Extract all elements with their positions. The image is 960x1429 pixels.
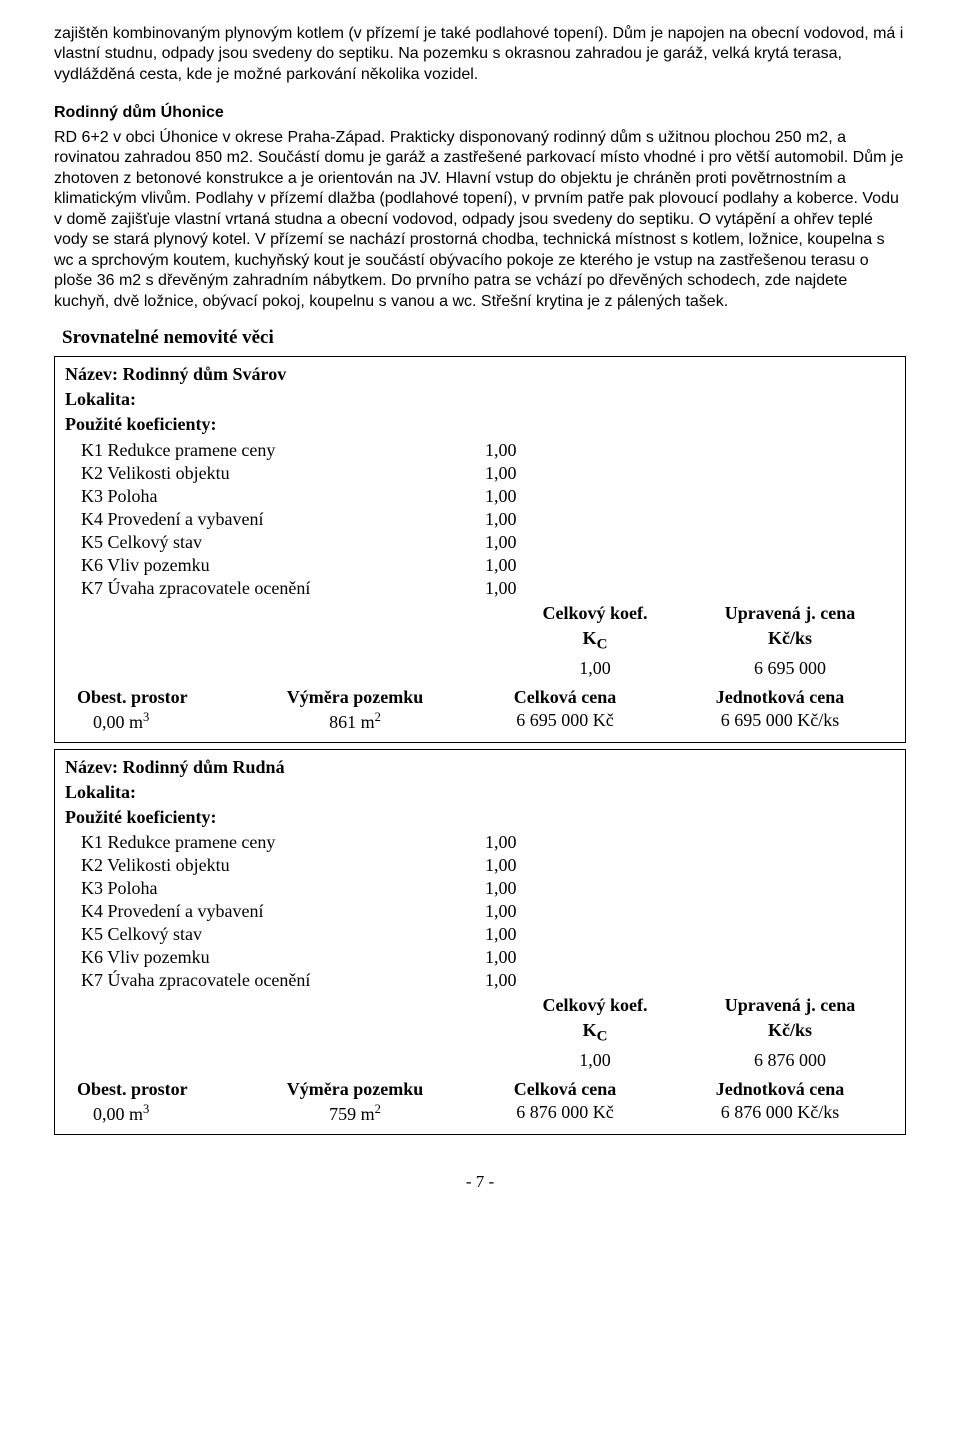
box2-total-values: 1,00 6 876 000 xyxy=(65,1049,895,1072)
upravena-label: Upravená j. cena xyxy=(685,994,895,1017)
box2-jednotkova: 6 876 000 Kč/ks xyxy=(665,1101,895,1126)
box2-k6-val: 1,00 xyxy=(485,946,605,969)
box1-lokalita: Lokalita: xyxy=(65,388,895,411)
box2-total-sub: KC Kč/ks xyxy=(65,1019,895,1047)
jednotkova-label: Jednotková cena xyxy=(665,686,895,709)
box2-vymera: 759 m2 xyxy=(245,1101,465,1126)
page-footer: - 7 - xyxy=(54,1171,906,1193)
box1-upravena-cena: 6 695 000 xyxy=(685,657,895,680)
celkovy-koef-label: Celkový koef. xyxy=(505,994,685,1017)
kc-label: KC xyxy=(505,627,685,655)
box1-k2: K2 Velikosti objektu 1,00 xyxy=(65,462,895,485)
box2-k1: K1 Redukce pramene ceny 1,00 xyxy=(65,831,895,854)
box1-k5-val: 1,00 xyxy=(485,531,605,554)
k5-label: K5 Celkový stav xyxy=(65,531,485,554)
comparable-box-1: Název: Rodinný dům Svárov Lokalita: Použ… xyxy=(54,356,906,742)
k4-label: K4 Provedení a vybavení xyxy=(65,508,485,531)
box2-result-header: Obest. prostor Výměra pozemku Celková ce… xyxy=(65,1078,895,1101)
k3-label: K3 Poloha xyxy=(65,877,485,900)
intro-paragraph: zajištěn kombinovaným plynovým kotlem (v… xyxy=(54,24,906,85)
box2-k2-val: 1,00 xyxy=(485,854,605,877)
box2-title: Název: Rodinný dům Rudná xyxy=(65,756,895,779)
box1-k6-val: 1,00 xyxy=(485,554,605,577)
box1-k1-val: 1,00 xyxy=(485,439,605,462)
k1-label: K1 Redukce pramene ceny xyxy=(65,831,485,854)
box2-k3: K3 Poloha 1,00 xyxy=(65,877,895,900)
k6-label: K6 Vliv pozemku xyxy=(65,554,485,577)
box1-total-header: Celkový koef. Upravená j. cena xyxy=(65,602,895,625)
box2-k7-val: 1,00 xyxy=(485,969,605,992)
box1-k7: K7 Úvaha zpracovatele ocenění 1,00 xyxy=(65,577,895,600)
box1-k3: K3 Poloha 1,00 xyxy=(65,485,895,508)
box2-celkova: 6 876 000 Kč xyxy=(465,1101,665,1126)
box2-k4: K4 Provedení a vybavení 1,00 xyxy=(65,900,895,923)
box2-lokalita: Lokalita: xyxy=(65,781,895,804)
kcks-label: Kč/ks xyxy=(685,627,895,655)
box1-k7-val: 1,00 xyxy=(485,577,605,600)
nazev-label: Název: xyxy=(65,364,122,384)
box2-k5: K5 Celkový stav 1,00 xyxy=(65,923,895,946)
box2-k7: K7 Úvaha zpracovatele ocenění 1,00 xyxy=(65,969,895,992)
box2-obest: 0,00 m3 xyxy=(65,1101,245,1126)
box2-k5-val: 1,00 xyxy=(485,923,605,946)
box2-k6: K6 Vliv pozemku 1,00 xyxy=(65,946,895,969)
box1-title: Název: Rodinný dům Svárov xyxy=(65,363,895,386)
box2-k4-val: 1,00 xyxy=(485,900,605,923)
box1-celkova: 6 695 000 Kč xyxy=(465,709,665,734)
nazev-label: Název: xyxy=(65,757,122,777)
vymera-label: Výměra pozemku xyxy=(245,1078,465,1101)
k2-label: K2 Velikosti objektu xyxy=(65,462,485,485)
box1-koef-total: 1,00 xyxy=(505,657,685,680)
box1-k5: K5 Celkový stav 1,00 xyxy=(65,531,895,554)
comparable-box-2: Název: Rodinný dům Rudná Lokalita: Použi… xyxy=(54,749,906,1135)
box1-jednotkova: 6 695 000 Kč/ks xyxy=(665,709,895,734)
kc-label: KC xyxy=(505,1019,685,1047)
comparable-heading: Srovnatelné nemovité věci xyxy=(54,326,906,350)
upravena-label: Upravená j. cena xyxy=(685,602,895,625)
box1-k4: K4 Provedení a vybavení 1,00 xyxy=(65,508,895,531)
box1-k4-val: 1,00 xyxy=(485,508,605,531)
uhonice-heading: Rodinný dům Úhonice xyxy=(54,103,906,123)
box2-upravena-cena: 6 876 000 xyxy=(685,1049,895,1072)
box1-pk-label: Použité koeficienty: xyxy=(65,413,895,436)
uhonice-paragraph: RD 6+2 v obci Úhonice v okrese Praha-Záp… xyxy=(54,128,906,312)
box1-total-sub: KC Kč/ks xyxy=(65,627,895,655)
jednotkova-label: Jednotková cena xyxy=(665,1078,895,1101)
box2-pk-label: Použité koeficienty: xyxy=(65,806,895,829)
box1-result-header: Obest. prostor Výměra pozemku Celková ce… xyxy=(65,686,895,709)
k2-label: K2 Velikosti objektu xyxy=(65,854,485,877)
box1-obest: 0,00 m3 xyxy=(65,709,245,734)
celkovy-koef-label: Celkový koef. xyxy=(505,602,685,625)
box1-name: Rodinný dům Svárov xyxy=(122,364,286,384)
box2-k3-val: 1,00 xyxy=(485,877,605,900)
vymera-label: Výměra pozemku xyxy=(245,686,465,709)
box1-k3-val: 1,00 xyxy=(485,485,605,508)
box1-k2-val: 1,00 xyxy=(485,462,605,485)
box1-vymera: 861 m2 xyxy=(245,709,465,734)
box2-name: Rodinný dům Rudná xyxy=(122,757,284,777)
box2-k1-val: 1,00 xyxy=(485,831,605,854)
k5-label: K5 Celkový stav xyxy=(65,923,485,946)
celkova-label: Celková cena xyxy=(465,686,665,709)
k3-label: K3 Poloha xyxy=(65,485,485,508)
box2-koef-total: 1,00 xyxy=(505,1049,685,1072)
k7-label: K7 Úvaha zpracovatele ocenění xyxy=(65,577,485,600)
box1-k6: K6 Vliv pozemku 1,00 xyxy=(65,554,895,577)
box2-result-row: 0,00 m3 759 m2 6 876 000 Kč 6 876 000 Kč… xyxy=(65,1101,895,1126)
box1-total-values: 1,00 6 695 000 xyxy=(65,657,895,680)
k6-label: K6 Vliv pozemku xyxy=(65,946,485,969)
obest-label: Obest. prostor xyxy=(65,1078,245,1101)
celkova-label: Celková cena xyxy=(465,1078,665,1101)
box1-result-row: 0,00 m3 861 m2 6 695 000 Kč 6 695 000 Kč… xyxy=(65,709,895,734)
k7-label: K7 Úvaha zpracovatele ocenění xyxy=(65,969,485,992)
box2-total-header: Celkový koef. Upravená j. cena xyxy=(65,994,895,1017)
k1-label: K1 Redukce pramene ceny xyxy=(65,439,485,462)
k4-label: K4 Provedení a vybavení xyxy=(65,900,485,923)
kcks-label: Kč/ks xyxy=(685,1019,895,1047)
box1-k1: K1 Redukce pramene ceny 1,00 xyxy=(65,439,895,462)
obest-label: Obest. prostor xyxy=(65,686,245,709)
box2-k2: K2 Velikosti objektu 1,00 xyxy=(65,854,895,877)
